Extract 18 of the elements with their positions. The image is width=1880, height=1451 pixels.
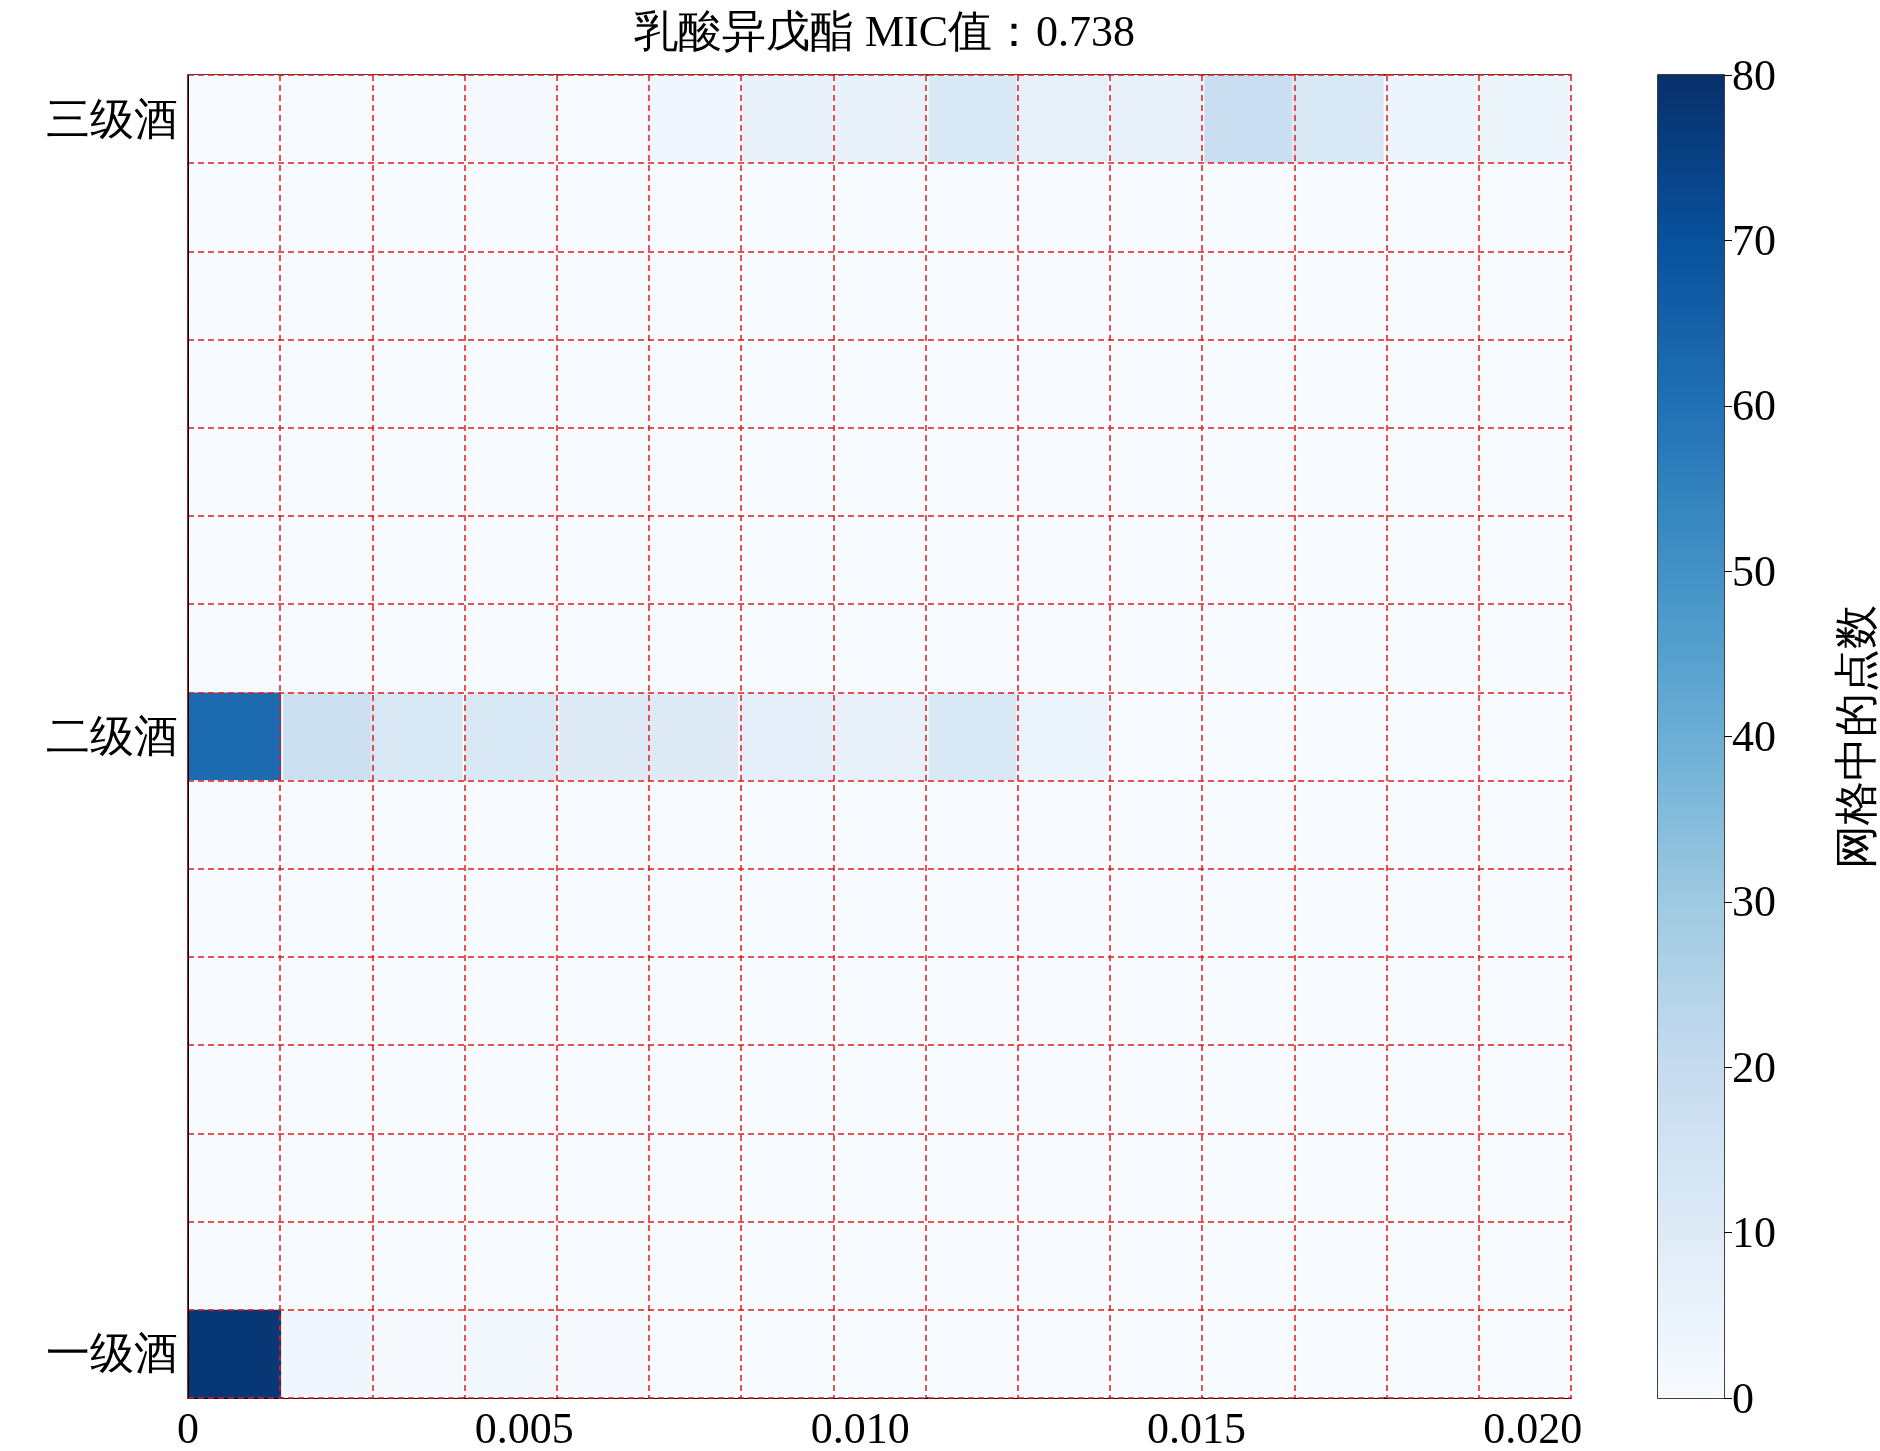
y-tick-label: 一级酒	[46, 1329, 178, 1379]
x-tick-label: 0.010	[810, 1403, 910, 1451]
color-bar-label: 70	[1732, 215, 1776, 265]
y-tick-label: 三级酒	[46, 94, 178, 144]
color-bar-label: 80	[1732, 50, 1776, 100]
color-bar-label: 40	[1732, 712, 1776, 761]
color-bar-label: 60	[1732, 381, 1776, 431]
x-tick-label: 0.005	[474, 1403, 574, 1451]
color-bar-title: 网格中的点数	[1831, 604, 1880, 869]
color-bar-label: 30	[1732, 877, 1776, 927]
y-tick-label: 二级酒	[46, 712, 178, 761]
color-bar-label: 10	[1732, 1208, 1776, 1258]
x-tick-label: 0.015	[1147, 1403, 1247, 1451]
chart-title: 乳酸异戊酯 MIC值：0.738	[633, 6, 1136, 56]
x-tick-label: 0	[177, 1403, 199, 1451]
x-tick-label: 0.020	[1483, 1403, 1583, 1451]
color-bar-label: 50	[1732, 546, 1776, 596]
color-bar-label: 20	[1732, 1042, 1776, 1092]
